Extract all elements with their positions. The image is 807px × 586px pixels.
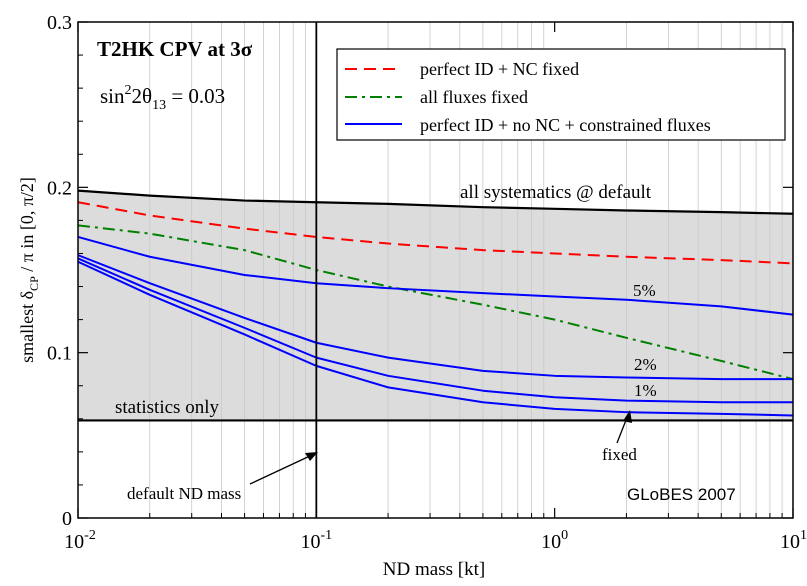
statistics-only-label: statistics only: [115, 397, 219, 418]
y-tick-label: 0.1: [47, 343, 72, 365]
plot-border: [77, 21, 794, 519]
x-tick-label: 101: [780, 528, 807, 553]
series-1: [77, 257, 793, 404]
x-axis-label: ND mass [kt]: [383, 559, 485, 580]
label-2pct: 2%: [634, 355, 657, 374]
default-nd-arrow: [249, 454, 313, 485]
y-tick-label: 0: [62, 508, 72, 530]
label-5pct: 5%: [633, 281, 656, 300]
legend: perfect ID + NC fixed all fluxes fixed p…: [336, 48, 786, 141]
default-nd-mass-label: default ND mass: [127, 484, 241, 503]
chart-title: T2HK CPV at 3σ: [97, 37, 253, 61]
theta13-annotation: sin22θ13 = 0.03: [100, 83, 225, 113]
legend-label-constrained-fluxes: perfect ID + no NC + constrained fluxes: [420, 115, 711, 135]
default-nd-arrowhead-icon: [305, 452, 318, 461]
fixed-arrowhead-icon: [623, 410, 632, 423]
globes-label: GLoBES 2007: [627, 485, 736, 504]
series-5: [77, 235, 794, 316]
x-tick-label: 10-2: [64, 528, 96, 553]
series-2: [77, 254, 793, 381]
x-tick-label: 10-1: [300, 528, 332, 553]
y-tick-label: 0.3: [47, 12, 72, 34]
y-axis-label: smallest δCP / π in [0, π/2]: [17, 177, 41, 363]
legend-label-all-fluxes-fixed: all fluxes fixed: [420, 87, 528, 107]
series-all-fluxes-fixed: [77, 224, 794, 381]
series-fixed: [77, 260, 794, 417]
axis-ticks: 10-2 10-1 100 101 0 0.1 0.2 0.3: [47, 12, 807, 553]
x-tick-label: 100: [541, 528, 568, 553]
series: [77, 189, 794, 422]
label-1pct: 1%: [634, 381, 657, 400]
series-perfect-id-nc-fixed: [77, 201, 794, 265]
legend-label-perfect-id-nc-fixed: perfect ID + NC fixed: [420, 59, 579, 79]
series-all-systematics-default: [77, 189, 794, 215]
systematics-band: [78, 190, 793, 421]
y-tick-label: 0.2: [47, 177, 72, 199]
legend-box: [336, 48, 786, 141]
systematics-band-fill: [78, 190, 793, 421]
plot-frame: [77, 21, 794, 519]
all-systematics-label: all systematics @ default: [460, 182, 652, 203]
label-fixed: fixed: [602, 445, 637, 464]
